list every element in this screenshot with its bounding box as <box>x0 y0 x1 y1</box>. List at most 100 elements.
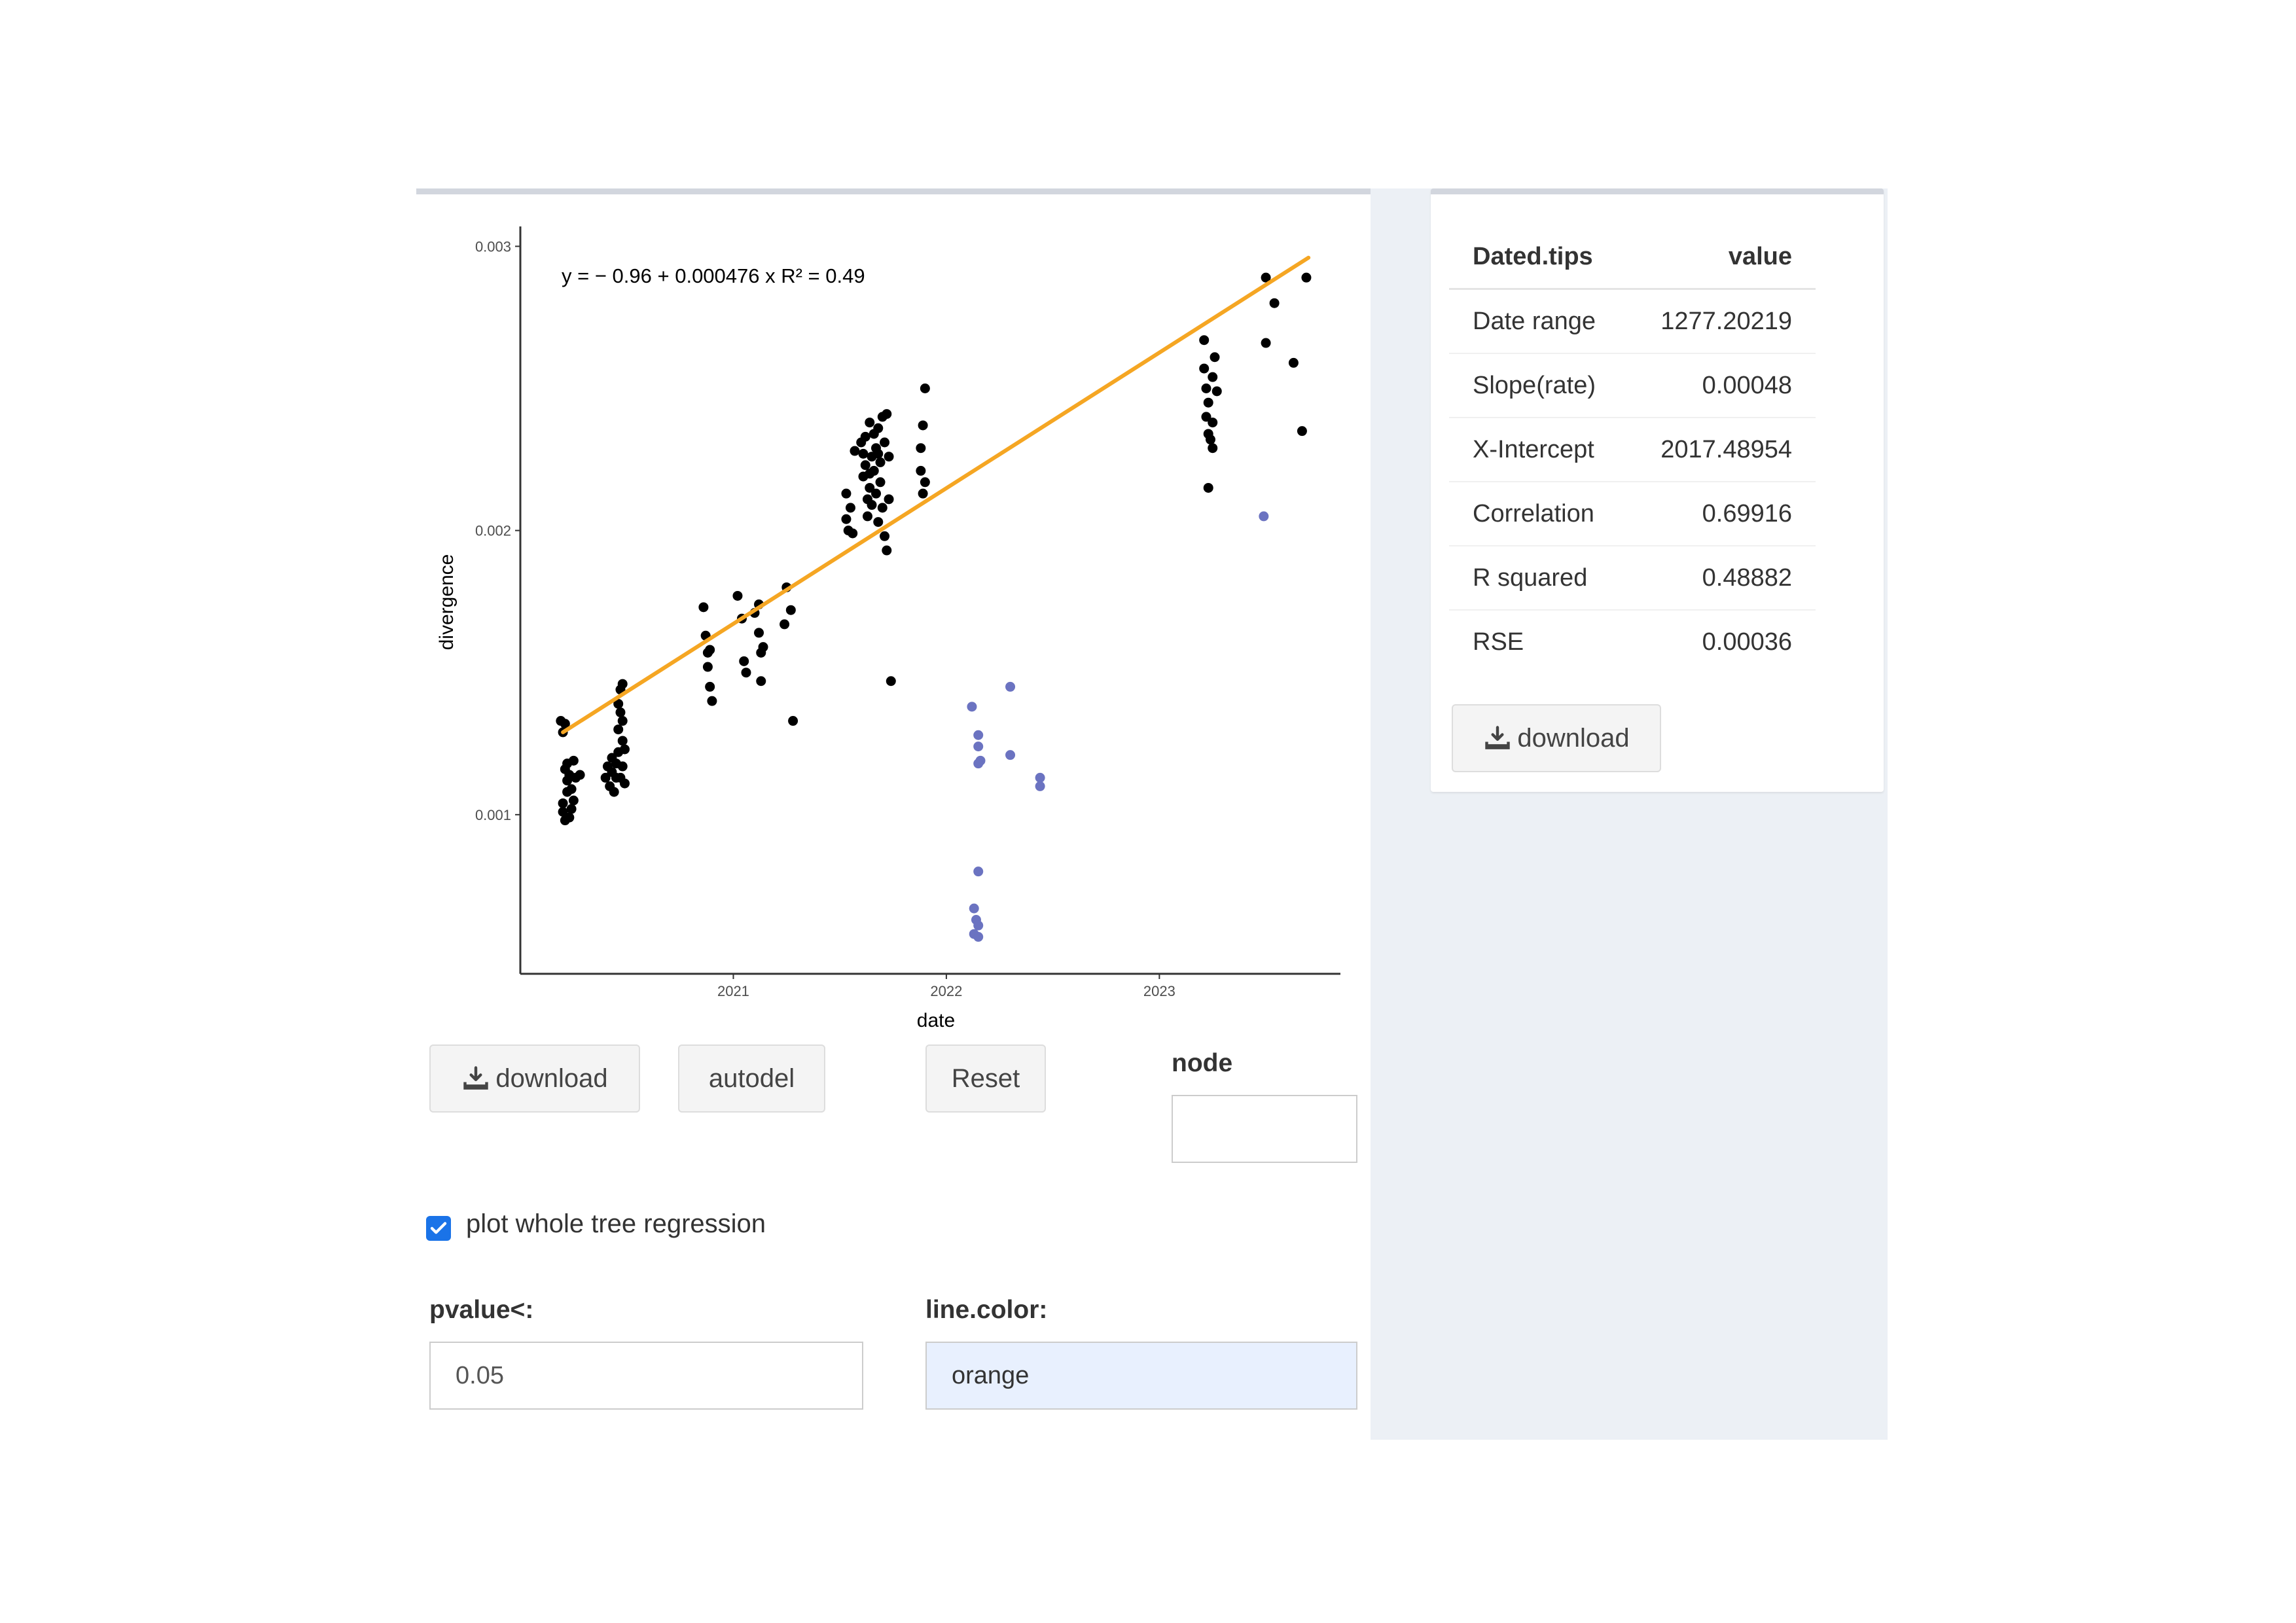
stat-name: Slope(rate) <box>1449 353 1628 418</box>
reset-button[interactable]: Reset <box>925 1044 1046 1113</box>
data-point <box>568 795 579 806</box>
data-point <box>698 602 709 613</box>
whole-tree-regression-label: plot whole tree regression <box>466 1209 766 1238</box>
table-row: RSE 0.00036 <box>1449 609 1816 673</box>
data-point <box>1301 272 1312 283</box>
x-tick-label: 2023 <box>1143 983 1175 999</box>
x-axis-title: date <box>917 1010 955 1031</box>
data-point <box>758 642 768 652</box>
data-point <box>973 932 984 942</box>
data-point <box>707 696 717 706</box>
data-point <box>918 488 928 499</box>
regression-line <box>561 255 1311 734</box>
data-point <box>973 920 984 931</box>
column-header-value: value <box>1628 225 1816 290</box>
data-point <box>862 511 872 522</box>
data-point <box>886 676 896 687</box>
node-input[interactable] <box>1172 1095 1357 1163</box>
download-icon <box>463 1066 489 1090</box>
pvalue-input[interactable]: 0.05 <box>429 1342 863 1410</box>
stat-value: 0.48882 <box>1628 545 1816 610</box>
data-point <box>615 707 626 718</box>
data-point <box>754 628 764 638</box>
data-point <box>918 420 928 431</box>
data-point <box>841 488 852 499</box>
plot-download-button[interactable]: download <box>429 1044 640 1113</box>
data-point <box>845 503 855 513</box>
data-point <box>860 431 870 442</box>
data-point <box>619 744 630 755</box>
data-point <box>575 770 585 780</box>
data-point <box>560 719 570 729</box>
data-point <box>1203 397 1213 408</box>
plot-panel <box>416 188 1371 1440</box>
stats-table: Dated.tips value Date range 1277.20219 S… <box>1449 225 1816 673</box>
data-point <box>785 605 796 615</box>
pvalue-label: pvalue<: <box>429 1296 534 1324</box>
data-point <box>756 676 766 687</box>
data-point <box>884 452 894 462</box>
data-point <box>562 758 573 769</box>
data-point <box>617 736 628 746</box>
data-point <box>882 409 892 419</box>
data-point <box>705 645 715 655</box>
table-row: X-Intercept 2017.48954 <box>1449 417 1816 482</box>
y-tick-label: 0.003 <box>475 238 511 255</box>
data-point <box>741 668 751 678</box>
stat-name: Correlation <box>1449 481 1628 546</box>
data-point <box>617 761 628 772</box>
checkmark-icon <box>430 1222 447 1234</box>
stats-download-button[interactable]: download <box>1452 704 1661 772</box>
node-label: node <box>1172 1049 1233 1077</box>
table-header-row: Dated.tips value <box>1449 225 1816 290</box>
data-point <box>1211 386 1222 397</box>
data-point <box>1201 412 1211 422</box>
data-point <box>916 443 926 454</box>
data-point <box>873 423 884 433</box>
autodel-button[interactable]: autodel <box>678 1044 825 1113</box>
y-axis-title: divergence <box>436 554 457 651</box>
line-color-input[interactable]: orange <box>925 1342 1357 1410</box>
data-point <box>865 469 875 479</box>
data-point <box>969 903 979 914</box>
data-point <box>780 619 790 630</box>
data-point <box>1288 357 1299 368</box>
data-point <box>848 528 858 539</box>
data-point <box>880 531 890 541</box>
data-point <box>1005 681 1016 692</box>
data-point <box>875 477 886 488</box>
stat-name: RSE <box>1449 609 1628 673</box>
table-row: Correlation 0.69916 <box>1449 481 1816 546</box>
data-point <box>973 866 984 877</box>
whole-tree-regression-checkbox[interactable] <box>426 1216 451 1241</box>
data-point <box>1208 372 1218 382</box>
data-point <box>1201 383 1211 394</box>
data-point <box>920 383 930 394</box>
column-header-dated-tips: Dated.tips <box>1449 225 1628 290</box>
data-point <box>617 679 628 689</box>
data-point <box>1199 335 1210 346</box>
data-point <box>702 662 713 672</box>
data-point <box>973 741 984 752</box>
data-point <box>875 457 886 467</box>
data-point <box>566 784 577 794</box>
data-point <box>973 758 984 769</box>
data-point <box>880 437 890 448</box>
plot-download-label: download <box>495 1063 608 1093</box>
data-point <box>1261 272 1271 283</box>
data-point <box>609 787 619 797</box>
y-tick-label: 0.001 <box>475 807 511 823</box>
stat-name: Date range <box>1449 288 1628 353</box>
data-point <box>1203 482 1213 493</box>
data-point <box>558 798 568 808</box>
line-color-label: line.color: <box>925 1296 1048 1324</box>
data-point <box>1269 298 1280 308</box>
data-point <box>865 482 875 493</box>
data-point <box>873 448 884 459</box>
data-point <box>877 503 888 513</box>
data-point <box>873 517 884 527</box>
data-point <box>867 500 877 510</box>
data-point <box>600 772 611 783</box>
stat-value: 0.00036 <box>1628 609 1816 673</box>
